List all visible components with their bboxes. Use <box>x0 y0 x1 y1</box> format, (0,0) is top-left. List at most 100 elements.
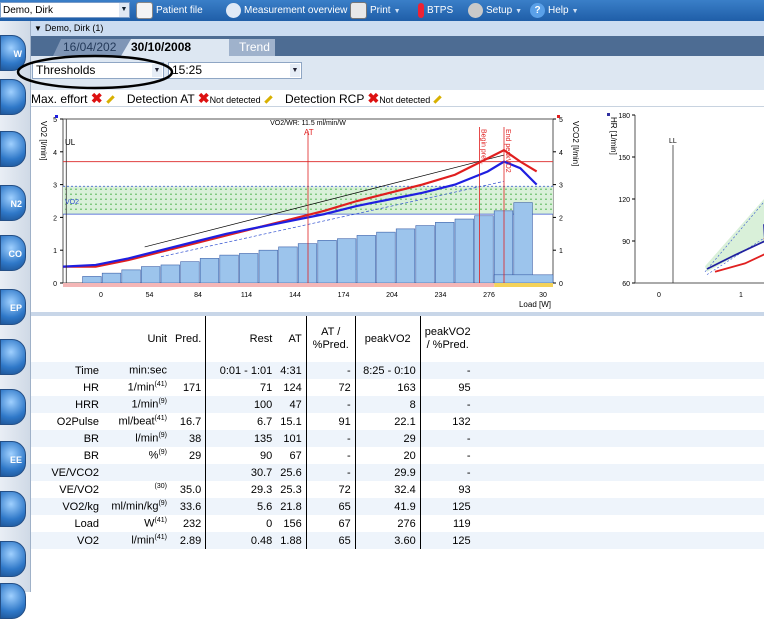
tab-trend-label: Trend <box>239 40 270 54</box>
band-dot <box>105 188 107 190</box>
module-button-2[interactable] <box>0 79 26 115</box>
band-dot <box>355 188 357 190</box>
module-button-n2[interactable]: N2 <box>0 185 26 221</box>
collapse-triangle-icon[interactable]: ▼ <box>34 24 42 33</box>
module-button-ergo[interactable] <box>0 389 26 425</box>
band-dot <box>325 198 327 200</box>
table-row[interactable]: HRR 1/min(9) 100 47-8- <box>31 396 764 413</box>
tab-current-date[interactable]: 30/10/2008 <box>121 39 229 56</box>
btps-button[interactable]: BTPS <box>418 2 453 19</box>
band-dot <box>480 188 482 190</box>
band-dot <box>70 203 72 205</box>
band-dot <box>175 208 177 210</box>
band-dot <box>420 203 422 205</box>
patient-file-button[interactable]: Patient file <box>136 2 203 19</box>
print-button[interactable]: Print ▼ <box>350 2 401 19</box>
row-at-pct: 72 <box>306 379 356 396</box>
table-row[interactable]: VE/VO2 (30) 35.0 29.3 25.3 72 32.4 93 <box>31 481 764 498</box>
detection-rcp-pencil-icon[interactable] <box>433 95 442 105</box>
band-dot <box>390 203 392 205</box>
chevron-down-icon[interactable]: ▼ <box>119 3 129 17</box>
help-button[interactable]: ? Help ▼ <box>530 2 579 19</box>
band-dot <box>170 198 172 200</box>
time-select[interactable]: 15:25 ▼ <box>168 62 302 79</box>
band-dot <box>375 188 377 190</box>
band-dot <box>275 208 277 210</box>
detection-at-x-icon[interactable]: ✖ <box>197 90 210 106</box>
module-button-11[interactable] <box>0 541 26 577</box>
detection-rcp-x-icon[interactable]: ✖ <box>367 90 380 106</box>
table-row[interactable]: VE/VCO2 30.7 25.6-29.9- <box>31 464 764 481</box>
module-button-co[interactable]: CO <box>0 235 26 271</box>
row-spacer <box>474 532 764 549</box>
max-effort-pencil-icon[interactable] <box>105 95 115 105</box>
col-header-unit: Unit <box>147 332 167 345</box>
band-dot <box>220 188 222 190</box>
band-dot <box>120 198 122 200</box>
module-button-12[interactable] <box>0 583 26 619</box>
y-tick-label-right: 0 <box>559 281 563 288</box>
splitter[interactable] <box>31 312 764 316</box>
band-dot <box>495 203 497 205</box>
detection-at-pencil-icon[interactable] <box>263 95 273 105</box>
table-row[interactable]: BR l/min(9) 38 135 101-29- <box>31 430 764 447</box>
vo2-chart[interactable]: UL AT Begin pre... End peakVO2 VO2 VO2/WR: 11… <box>31 107 591 313</box>
view-select[interactable]: Thresholds ▼ <box>32 62 164 79</box>
chevron-down-icon: ▼ <box>152 64 162 77</box>
band-dot <box>315 198 317 200</box>
module-button-3[interactable] <box>0 131 26 167</box>
measurement-overview-button[interactable]: Measurement overview <box>226 2 347 19</box>
row-spacer <box>475 447 764 464</box>
band-dot <box>100 188 102 190</box>
table-row[interactable]: HR 1/min(41) 171 71 124 72 163 95 <box>31 379 764 396</box>
x-tick-label: 54 <box>146 292 154 299</box>
module-button-7[interactable] <box>0 339 26 375</box>
hr-y-axis-label: HR [1/min] <box>609 117 618 155</box>
band-dot <box>250 198 252 200</box>
module-button-10[interactable] <box>0 491 26 527</box>
row-pred: 2.89 <box>171 532 207 549</box>
printer-icon <box>350 2 367 19</box>
module-button-ee[interactable]: EE <box>0 441 26 477</box>
band-dot <box>305 203 307 205</box>
module-button-sleep[interactable]: EP <box>0 289 26 325</box>
table-row[interactable]: O2Pulse ml/beat(41) 16.7 6.7 15.1 91 22.1 132 <box>31 413 764 430</box>
table-row[interactable]: Load W(41) 232 0 156 67 276 119 <box>31 515 764 532</box>
col-header-peak: peakVO2 <box>355 316 421 362</box>
row-spacer <box>474 464 764 481</box>
band-dot <box>160 198 162 200</box>
band-dot <box>250 208 252 210</box>
row-at-pct: - <box>306 362 356 379</box>
phase-strip-recovery <box>494 283 553 287</box>
max-effort-x-icon[interactable]: ✖ <box>90 90 103 106</box>
band-dot <box>330 188 332 190</box>
band-dot <box>350 198 352 200</box>
setup-button[interactable]: Setup ▼ <box>468 2 522 19</box>
band-dot <box>250 188 252 190</box>
patient-select[interactable]: Demo, Dirk <box>0 2 130 18</box>
table-row[interactable]: Time min:sec 0:01 - 1:01 4:31-8:25 - 0:10- <box>31 362 764 379</box>
band-dot <box>415 208 417 210</box>
tab-previous-date[interactable]: 16/04/202 <box>53 39 133 56</box>
regression-line-1 <box>144 154 505 248</box>
module-button-1[interactable]: W <box>0 35 26 71</box>
band-dot <box>190 198 192 200</box>
table-row[interactable]: VO2 l/min(41) 2.89 0.48 1.88 65 3.60 125 <box>31 532 764 549</box>
band-dot <box>425 188 427 190</box>
x-tick-label: 144 <box>289 292 301 299</box>
band-dot <box>300 208 302 210</box>
band-dot <box>380 188 382 190</box>
load-bar <box>395 228 416 284</box>
chart-title: VO2/WR: 11.5 ml/min/W <box>270 120 346 127</box>
table-row[interactable]: BR %(9) 29 90 67-20- <box>31 447 764 464</box>
table-row[interactable]: VO2/kg ml/min/kg(9) 33.6 5.6 21.8 65 41.9 125 <box>31 498 764 515</box>
x-tick-label: 204 <box>386 292 398 299</box>
band-label: VO2 <box>65 199 79 206</box>
band-dot <box>100 203 102 205</box>
band-dot <box>235 188 237 190</box>
band-dot <box>435 203 437 205</box>
hr-chart[interactable]: 60 90 120 150 180 0 1 HR [1/min] LL <box>599 107 764 313</box>
tab-trend[interactable]: Trend <box>229 39 275 56</box>
band-dot <box>135 203 137 205</box>
band-dot <box>195 198 197 200</box>
